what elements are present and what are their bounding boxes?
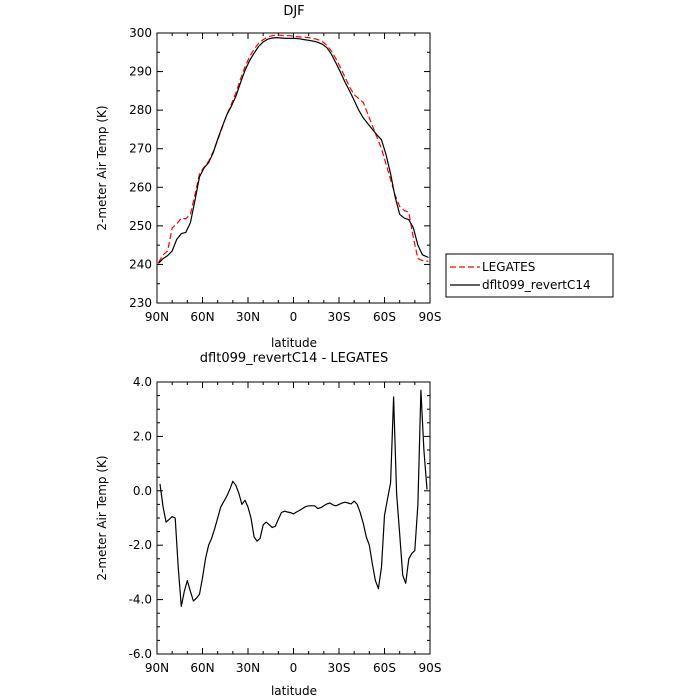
bottom-y-tick-label: 0.0: [133, 484, 152, 498]
bottom-panel: dflt099_revertC14 - LEGATES 90N 60N 30N 0 30…: [95, 351, 441, 698]
top-y-tick-label: 280: [129, 103, 152, 117]
top-x-axis-title: latitude: [271, 336, 317, 350]
legend: LEGATES dflt099_revertC14: [445, 253, 614, 298]
top-y-tick-label: 300: [129, 26, 152, 40]
bottom-y-tick-label: -6.0: [129, 647, 152, 661]
bottom-series-group: [159, 389, 428, 608]
top-x-tick-label: 0: [290, 310, 298, 324]
top-x-tick-label: 30N: [236, 310, 260, 324]
bottom-series-line-difference: [159, 389, 428, 608]
top-series-line-dflt099-revertc14: [158, 36, 429, 264]
bottom-x-tick-label: 30S: [328, 661, 351, 675]
top-y-tick-label: 260: [129, 180, 152, 194]
top-axis-ticks: 90N 60N 30N 0 30S 60S 90S 230 240 250 260 270 280 290…: [129, 26, 441, 324]
top-y-tick-label: 250: [129, 219, 152, 233]
bottom-x-tick-label: 60N: [190, 661, 214, 675]
bottom-y-axis-title: 2-meter Air Temp (K): [95, 455, 109, 580]
bottom-y-tick-label: -4.0: [129, 593, 152, 607]
top-x-tick-label: 60N: [190, 310, 214, 324]
bottom-y-tick-label: 4.0: [133, 375, 152, 389]
top-x-tick-label: 60S: [373, 310, 396, 324]
bottom-axis-ticks: 90N 60N 30N 0 30S 60S 90S -6.0 -4.0 -2.0 0.0 2.0 4.0: [129, 375, 442, 675]
top-y-tick-label: 240: [129, 257, 152, 271]
bottom-chart-title: dflt099_revertC14 - LEGATES: [200, 351, 388, 366]
top-y-axis-title: 2-meter Air Temp (K): [95, 105, 109, 230]
top-y-tick-label: 230: [129, 296, 152, 310]
legend-label-legates: LEGATES: [482, 260, 535, 274]
legend-box: [445, 253, 614, 298]
top-x-tick-label: 90S: [419, 310, 442, 324]
bottom-x-tick-label: 90S: [419, 661, 442, 675]
top-series-group: [157, 34, 429, 264]
top-y-tick-label: 290: [129, 65, 152, 79]
bottom-x-tick-label: 0: [290, 661, 298, 675]
bottom-x-tick-label: 60S: [373, 661, 396, 675]
top-panel: DJF 90N 60N 30N 0 30S 60S 90S 230 240 250 260 270 28…: [95, 4, 441, 350]
bottom-plot-frame: [156, 381, 431, 655]
legend-label-model: dflt099_revertC14: [482, 278, 591, 292]
top-x-tick-label: 90N: [145, 310, 169, 324]
bottom-y-tick-label: -2.0: [129, 538, 152, 552]
bottom-x-axis-title: latitude: [271, 684, 317, 698]
top-chart-title: DJF: [283, 4, 304, 19]
top-x-tick-label: 30S: [328, 310, 351, 324]
top-series-line-legates: [157, 34, 429, 263]
bottom-x-tick-label: 30N: [236, 661, 260, 675]
top-y-tick-label: 270: [129, 142, 152, 156]
bottom-y-tick-label: 2.0: [133, 429, 152, 443]
bottom-x-tick-label: 90N: [145, 661, 169, 675]
